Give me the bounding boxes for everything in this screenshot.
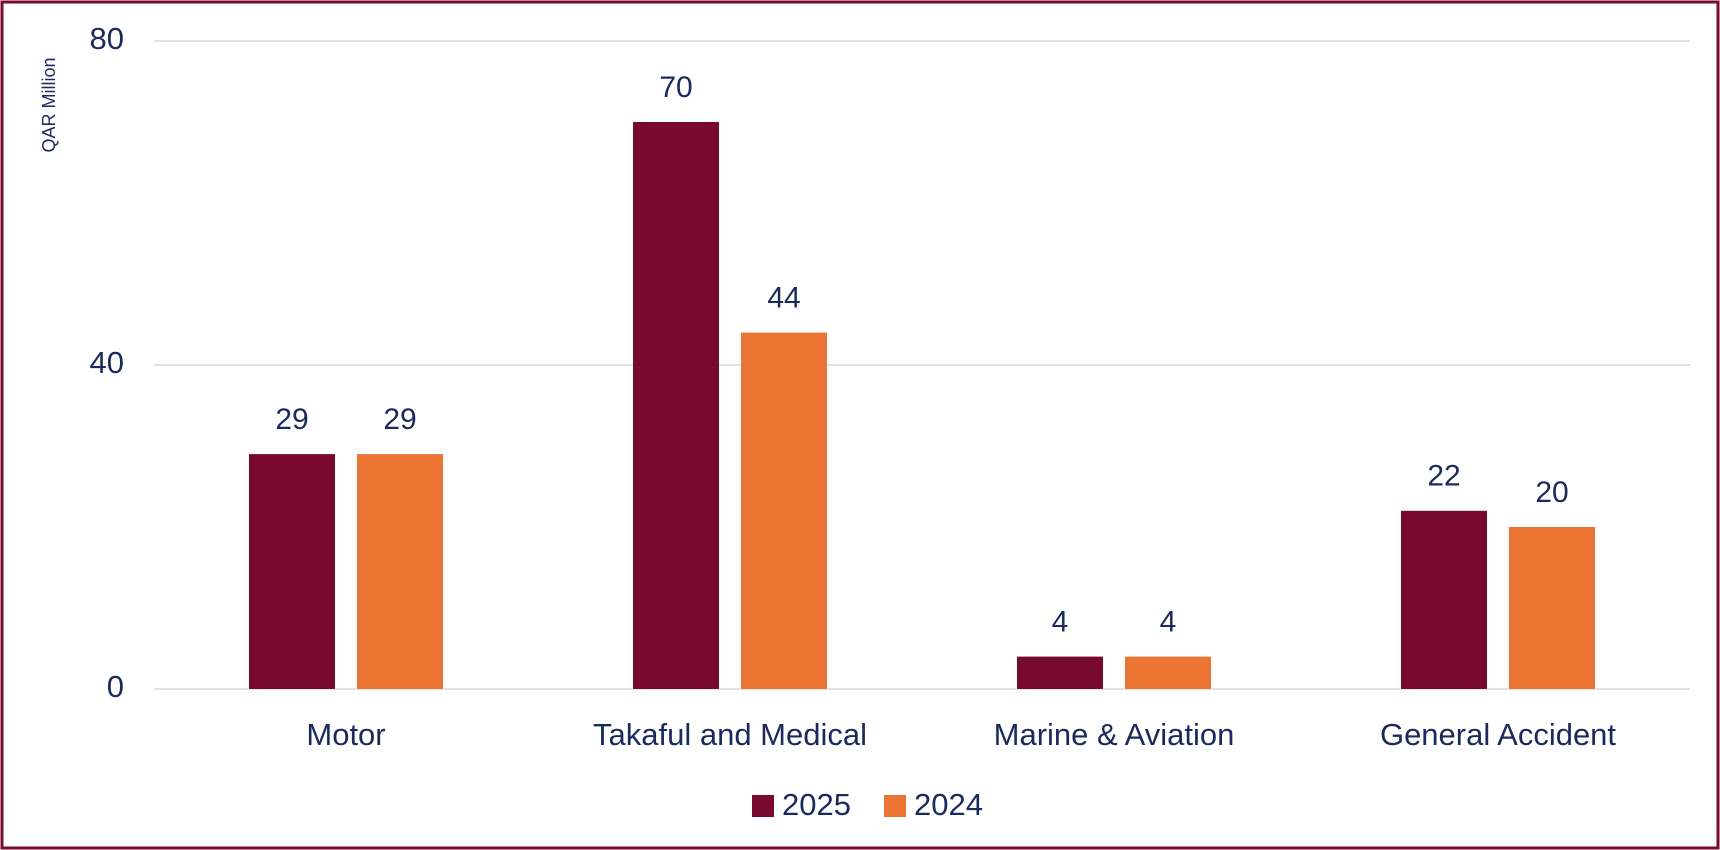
x-tick-label: General Accident (1380, 717, 1616, 752)
y-tick-label: 80 (90, 21, 124, 56)
bar (633, 122, 719, 689)
bar (249, 454, 335, 689)
bar (1401, 510, 1487, 689)
legend-label: 2025 (782, 787, 851, 822)
bar (1017, 656, 1103, 689)
bar (357, 454, 443, 689)
bar (1509, 527, 1595, 689)
x-tick-label: Marine & Aviation (994, 717, 1235, 752)
legend-label: 2024 (914, 787, 983, 822)
y-tick-label: 0 (107, 669, 124, 704)
data-label: 4 (1160, 606, 1177, 639)
data-label: 20 (1535, 476, 1568, 509)
data-label: 29 (275, 403, 308, 436)
x-tick-label: Motor (306, 717, 385, 752)
bar (741, 332, 827, 689)
y-axis-label: QAR Million (39, 57, 59, 152)
legend-swatch (752, 795, 774, 817)
data-label: 4 (1052, 606, 1069, 639)
legend-swatch (884, 795, 906, 817)
bar (1125, 656, 1211, 689)
data-label: 22 (1427, 460, 1460, 493)
x-tick-label: Takaful and Medical (593, 717, 867, 752)
data-label: 70 (659, 71, 692, 104)
data-label: 44 (767, 282, 800, 315)
data-label: 29 (383, 403, 416, 436)
y-tick-label: 40 (90, 345, 124, 380)
